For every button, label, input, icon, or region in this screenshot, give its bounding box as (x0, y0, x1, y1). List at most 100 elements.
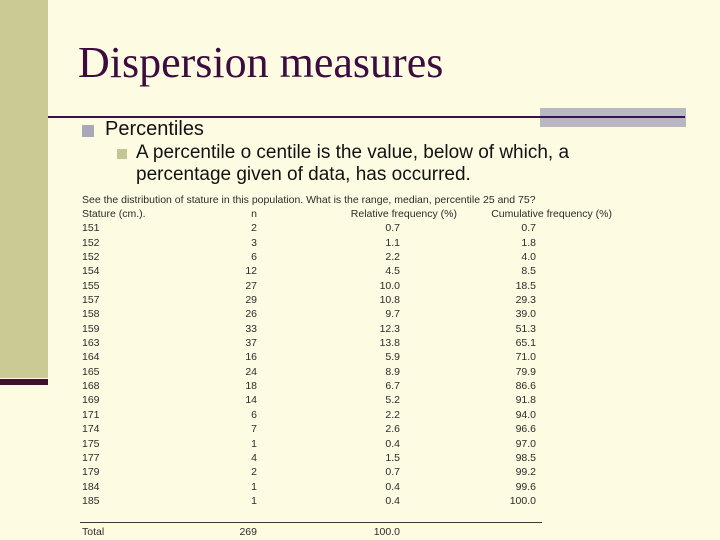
table-cell: 159 (82, 322, 100, 335)
table-row: 159 33 12.3 51.3 (82, 322, 612, 336)
slide-title: Dispersion measures (78, 38, 444, 87)
column-header-stature: Stature (cm.). (82, 208, 146, 220)
table-cell: 2.2 (385, 408, 400, 421)
table-cell: 9.7 (385, 308, 400, 321)
table-cell: 96.6 (515, 423, 536, 436)
table-cell: 71.0 (515, 351, 536, 364)
table-row: 175 1 0.4 97.0 (82, 437, 612, 451)
table-row: 164 16 5.9 71.0 (82, 350, 612, 364)
table-row: 169 14 5.2 91.8 (82, 393, 612, 407)
square-bullet-icon (82, 125, 94, 137)
table-row: 168 18 6.7 86.6 (82, 379, 612, 393)
table-cell: 185 (82, 494, 100, 507)
stature-table-body: 151 2 0.7 0.7 152 3 1.1 1.8 152 6 2.2 4.0 154 12 4.5 8.… (82, 221, 612, 508)
table-cell: 157 (82, 294, 100, 307)
title-underline-rule (48, 116, 685, 118)
total-row-table: Total 269 100.0 (82, 525, 612, 539)
table-cell: 16 (245, 351, 257, 364)
table-cell: 98.5 (515, 451, 536, 464)
table-cell: 24 (245, 365, 257, 378)
table-cell: 175 (82, 437, 100, 450)
table-row: 177 4 1.5 98.5 (82, 451, 612, 465)
table-cell: 0.7 (385, 222, 400, 235)
table-cell: 6 (251, 251, 257, 264)
table-cell: 12 (245, 265, 257, 278)
table-row: 154 12 4.5 8.5 (82, 264, 612, 278)
table-cell: 0.4 (385, 480, 400, 493)
table-cell: 37 (245, 337, 257, 350)
table-cell: 4 (251, 451, 257, 464)
table-cell: 27 (245, 279, 257, 292)
table-cell: 155 (82, 279, 100, 292)
table-row: 152 3 1.1 1.8 (82, 236, 612, 250)
bullet-level1-label: Percentiles (105, 118, 204, 140)
table-cell: 12.3 (379, 322, 400, 335)
table-cell: 1 (251, 480, 257, 493)
table-cell: 91.8 (515, 394, 536, 407)
total-n-value: 269 (239, 526, 257, 538)
left-accent-cap-bar (0, 379, 48, 385)
table-cell: 163 (82, 337, 100, 350)
table-cell: 6.7 (385, 380, 400, 393)
table-cell: 0.7 (385, 466, 400, 479)
table-cell: 2 (251, 222, 257, 235)
table-row: 174 7 2.6 96.6 (82, 422, 612, 436)
table-cell: 171 (82, 408, 100, 421)
total-label: Total (82, 526, 105, 538)
total-cumulative-frequency-value (457, 525, 612, 539)
table-cell: 10.8 (379, 294, 400, 307)
table-cell: 164 (82, 351, 100, 364)
bullet-level2-label: A percentile o centile is the value, bel… (136, 142, 570, 185)
table-cell: 5.2 (385, 394, 400, 407)
table-cell: 100.0 (509, 494, 536, 507)
table-cell: 0.4 (385, 437, 400, 450)
table-cell: 6 (251, 408, 257, 421)
table-header: Stature (cm.). n Relative frequency (%) … (82, 207, 612, 221)
table-cell: 94.0 (515, 408, 536, 421)
table-row: 184 1 0.4 99.6 (82, 480, 612, 494)
table-row: 157 29 10.8 29.3 (82, 293, 612, 307)
table-cell: 18.5 (515, 279, 536, 292)
column-header-cumulative-frequency: Cumulative frequency (%) (491, 208, 612, 220)
table-cell: 2 (251, 466, 257, 479)
table-cell: 29 (245, 294, 257, 307)
table-cell: 1.1 (385, 236, 400, 249)
table-cell: 0.7 (521, 222, 536, 235)
table-cell: 39.0 (515, 308, 536, 321)
left-accent-band (0, 0, 48, 378)
table-cell: 1 (251, 494, 257, 507)
table-cell: 0.4 (385, 494, 400, 507)
question-text: See the distribution of stature in this … (82, 194, 536, 206)
table-cell: 152 (82, 251, 100, 264)
column-header-relative-frequency: Relative frequency (%) (350, 208, 457, 220)
total-relative-frequency-value: 100.0 (373, 526, 400, 538)
table-row: 179 2 0.7 99.2 (82, 465, 612, 479)
table-cell: 165 (82, 365, 100, 378)
table-row: 155 27 10.0 18.5 (82, 279, 612, 293)
table-cell: 2.6 (385, 423, 400, 436)
table-cell: 99.6 (515, 480, 536, 493)
table-header-row: Stature (cm.). n Relative frequency (%) … (82, 207, 612, 221)
table-cell: 7 (251, 423, 257, 436)
table-cell: 5.9 (385, 351, 400, 364)
table-row: 158 26 9.7 39.0 (82, 307, 612, 321)
total-divider-line (80, 522, 542, 523)
table-cell: 3 (251, 236, 257, 249)
table-cell: 1.8 (521, 236, 536, 249)
table-cell: 184 (82, 480, 100, 493)
table-cell: 14 (245, 394, 257, 407)
table-cell: 86.6 (515, 380, 536, 393)
table-cell: 8.5 (521, 265, 536, 278)
table-cell: 1 (251, 437, 257, 450)
table-cell: 154 (82, 265, 100, 278)
square-sub-bullet-icon (117, 149, 127, 159)
table-cell: 169 (82, 394, 100, 407)
table-cell: 177 (82, 451, 100, 464)
total-row: Total 269 100.0 (82, 525, 612, 539)
bullet-level1: Percentiles (82, 118, 204, 141)
table-row: 151 2 0.7 0.7 (82, 221, 612, 235)
table-cell: 51.3 (515, 322, 536, 335)
table-row: 171 6 2.2 94.0 (82, 408, 612, 422)
column-header-n: n (251, 208, 257, 220)
